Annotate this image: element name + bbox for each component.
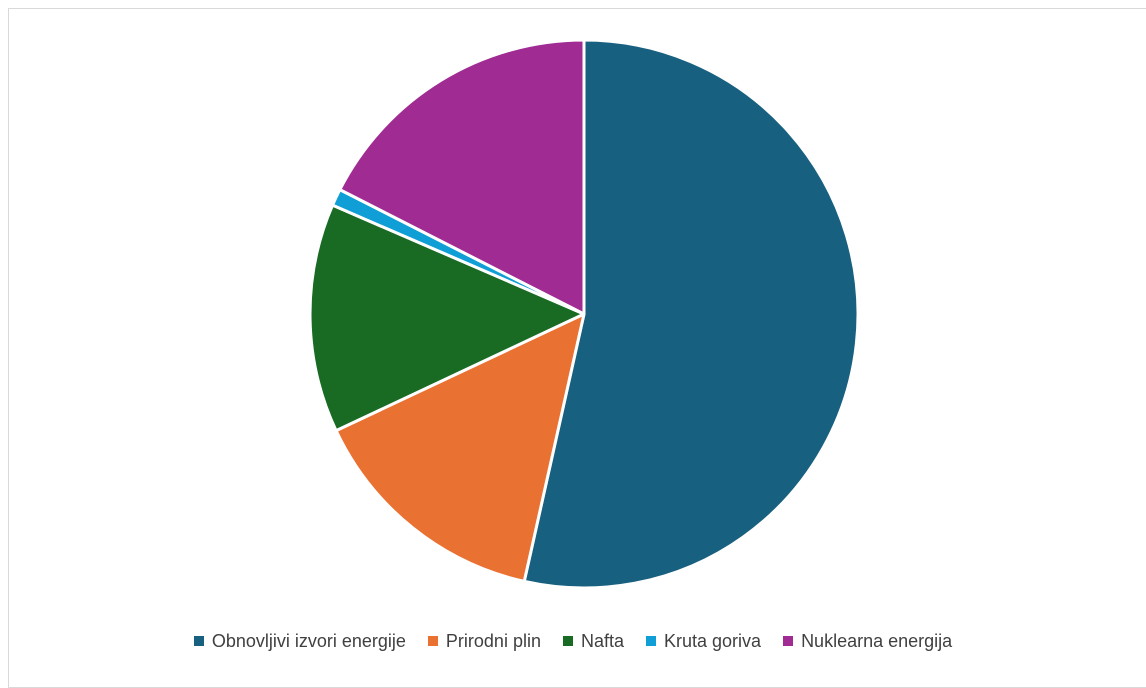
- legend-item-nuklearna-energija: Nuklearna energija: [783, 631, 952, 652]
- legend: Obnovljivi izvori energije Prirodni plin N…: [0, 628, 1146, 654]
- legend-item-prirodni-plin: Prirodni plin: [427, 630, 541, 652]
- legend-swatch: [193, 636, 204, 646]
- legend-swatch: [427, 636, 438, 646]
- legend-item-obnovljivi-izvori-energije: Obnovljivi izvori energije: [193, 630, 406, 652]
- legend-swatch: [783, 636, 794, 646]
- legend-label: Obnovljivi izvori energije: [211, 630, 406, 651]
- legend-label: Kruta goriva: [664, 630, 762, 651]
- legend-label: Nuklearna energija: [801, 630, 953, 651]
- legend-swatch: [562, 636, 573, 646]
- legend-label: Prirodni plin: [445, 630, 541, 651]
- legend-item-kruta-goriva: Kruta goriva: [646, 631, 761, 652]
- pie-slice-nafta: [308, 203, 586, 433]
- pie-slice-prirodni-plin: [334, 312, 586, 583]
- pie-slice-obnovljivi-izvori-energije: [522, 38, 860, 590]
- pie-slice-nuklearna-energija: [338, 38, 586, 316]
- legend-swatch: [646, 636, 656, 646]
- legend-label: Nafta: [580, 630, 624, 651]
- legend-item-nafta: Nafta: [562, 630, 624, 652]
